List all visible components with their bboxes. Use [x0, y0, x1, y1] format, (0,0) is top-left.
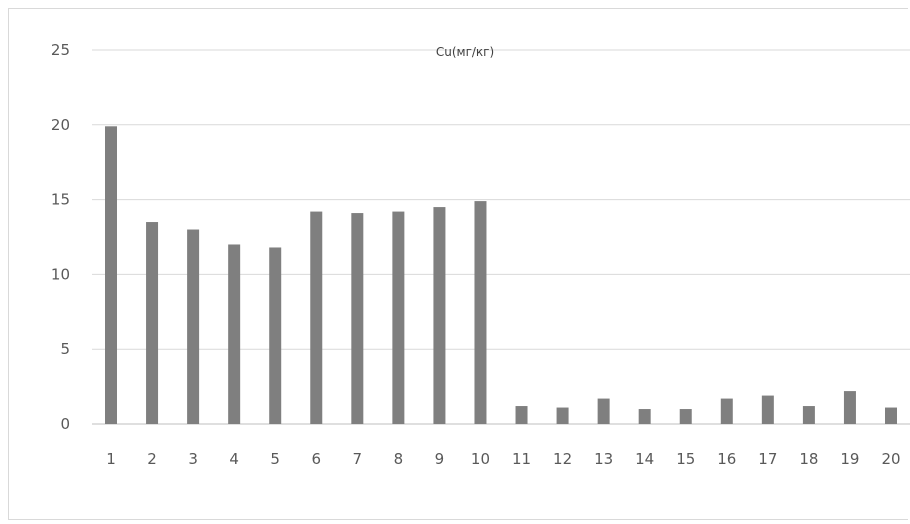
bar	[310, 211, 323, 424]
bar	[515, 406, 528, 424]
x-tick-label: 8	[394, 450, 404, 468]
x-tick-label: 18	[799, 450, 818, 468]
x-tick-label: 11	[512, 450, 531, 468]
bar	[228, 244, 241, 424]
bar	[351, 213, 364, 424]
x-tick-label: 16	[717, 450, 736, 468]
bar	[556, 407, 569, 424]
x-tick-label: 5	[270, 450, 280, 468]
x-tick-label: 17	[758, 450, 777, 468]
bar	[105, 126, 117, 425]
y-tick-label: 20	[51, 116, 70, 134]
bar	[269, 247, 282, 424]
x-tick-label: 4	[229, 450, 239, 468]
y-axis-ticks: 0 5 10 15 20 25	[51, 41, 70, 433]
x-tick-label: 14	[635, 450, 654, 468]
bar	[885, 407, 897, 424]
y-tick-label: 0	[60, 415, 70, 433]
y-tick-label: 15	[51, 191, 70, 209]
gridlines	[92, 49, 910, 425]
x-tick-label: 6	[311, 450, 321, 468]
bars	[105, 126, 897, 425]
bar	[187, 229, 200, 424]
bar	[597, 398, 610, 424]
bar	[638, 409, 651, 424]
x-tick-label: 3	[188, 450, 198, 468]
chart-title: Cu(мг/кг)	[436, 45, 494, 59]
x-tick-label: 7	[353, 450, 363, 468]
x-tick-label: 20	[881, 450, 900, 468]
bar	[433, 207, 446, 424]
x-tick-label: 2	[147, 450, 157, 468]
y-tick-label: 25	[51, 41, 70, 59]
x-tick-label: 13	[594, 450, 613, 468]
y-tick-label: 5	[60, 340, 70, 358]
x-tick-label: 12	[553, 450, 572, 468]
x-tick-label: 15	[676, 450, 695, 468]
bar	[146, 222, 159, 424]
x-axis-ticks: 1 2 3 4 5 6 7 8 9 10 11 12 13 14 15 16 17 18 19 20	[106, 450, 900, 468]
x-tick-label: 10	[471, 450, 490, 468]
bar	[720, 398, 733, 424]
x-tick-label: 19	[840, 450, 859, 468]
y-tick-label: 10	[51, 265, 70, 283]
x-tick-label: 9	[435, 450, 445, 468]
bar	[843, 391, 856, 424]
bar	[761, 395, 774, 424]
x-tick-label: 1	[106, 450, 116, 468]
bar	[802, 406, 815, 424]
bar	[474, 201, 487, 424]
bar	[679, 409, 692, 424]
bar	[392, 211, 405, 424]
